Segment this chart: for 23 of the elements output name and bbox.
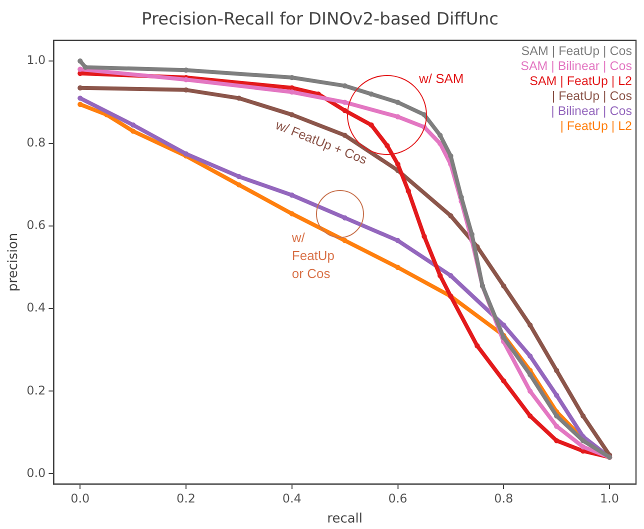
x-tick-label: 0.8: [494, 491, 514, 506]
text: SAM | Bilinear | Cos: [520, 59, 632, 74]
text: | FeatUp | Cos: [550, 89, 632, 104]
text: | FeatUp | L2: [559, 119, 632, 134]
x-tick-label: 1.0: [600, 491, 620, 506]
text: SAM | FeatUp | Cos: [520, 44, 632, 60]
x-tick-label: 0.0: [70, 491, 90, 506]
chart-title: Precision-Recall for DINOv2-based DiffUnc: [142, 10, 498, 30]
text: | Bilinear | Cos: [550, 104, 632, 120]
x-tick-label: 0.6: [388, 491, 408, 506]
y-axis-title: precision: [6, 232, 22, 292]
y-tick-label: 0.6: [26, 218, 46, 232]
y-tick-label: 0.0: [26, 466, 46, 480]
x-tick-label: 0.4: [282, 491, 302, 506]
y-tick-label: 0.4: [26, 300, 46, 315]
y-tick-label: 0.8: [26, 136, 46, 150]
annotation: w/ FeatUp or Cos: [290, 230, 335, 282]
y-tick-label: 0.2: [26, 383, 46, 398]
x-axis-title: recall: [327, 512, 363, 527]
y-tick-label: 1.0: [26, 53, 46, 68]
x-tick-label: 0.2: [176, 491, 196, 506]
annotation: w/ SAM: [418, 71, 464, 86]
text: SAM | FeatUp | L2: [528, 74, 632, 90]
